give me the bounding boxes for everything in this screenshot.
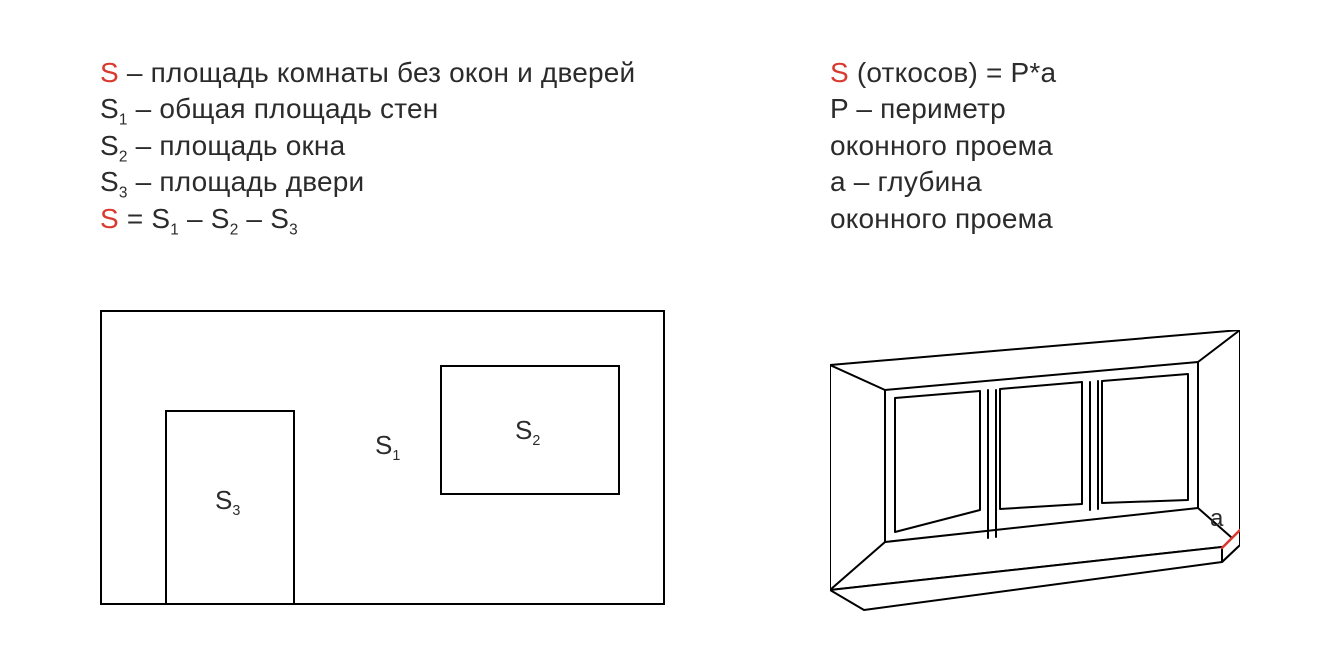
formula-eq: = <box>119 203 152 234</box>
sub-1: 1 <box>119 112 128 129</box>
symbol-s1: S <box>100 93 119 124</box>
legend-line-s3: S3 – площадь двери <box>100 164 750 200</box>
sub-2: 2 <box>119 148 128 165</box>
legend-line-p: P – периметр <box>830 91 1250 127</box>
left-legend-block: S – площадь комнаты без окон и дверей S1… <box>100 55 750 237</box>
formula-lhs: S <box>100 203 119 234</box>
legend-line-s2: S2 – площадь окна <box>100 128 750 164</box>
formula-t1: S <box>151 203 170 234</box>
symbol-s2: S <box>100 130 119 161</box>
label-s1: S1 <box>375 430 400 461</box>
symbol-s-reveal: S <box>830 57 849 88</box>
legend-line-a: a – глубина <box>830 164 1250 200</box>
legend-line-s1: S1 – общая площадь стен <box>100 91 750 127</box>
window-3d-svg <box>830 330 1240 620</box>
legend-formula: S = S1 – S2 – S3 <box>100 201 750 237</box>
formula-s3: 3 <box>289 221 298 238</box>
label-s2-sub: 2 <box>532 433 540 449</box>
right-legend-block: S (откосов) = P*a P – периметр оконного … <box>830 55 1250 237</box>
legend-text: – общая площадь стен <box>128 93 439 124</box>
label-s3-sub: 3 <box>232 503 240 519</box>
label-s2-sym: S <box>515 415 532 445</box>
window-3d-diagram: a <box>830 330 1240 620</box>
label-s3-sym: S <box>215 485 232 515</box>
symbol-s: S <box>100 57 119 88</box>
label-s1-sym: S <box>375 430 392 460</box>
label-s2: S2 <box>515 415 540 446</box>
formula-m2: – <box>238 203 270 234</box>
legend-text: – площадь окна <box>128 130 346 161</box>
legend-text: – площадь двери <box>128 166 365 197</box>
sub-3: 3 <box>119 185 128 202</box>
legend-line-a2: оконного проема <box>830 201 1250 237</box>
formula-t3: S <box>270 203 289 234</box>
legend-text: (откосов) = P*a <box>849 57 1056 88</box>
legend-line-s: S – площадь комнаты без окон и дверей <box>100 55 750 91</box>
legend-line-p2: оконного проема <box>830 128 1250 164</box>
label-s1-sub: 1 <box>392 448 400 464</box>
formula-s1: 1 <box>170 221 179 238</box>
legend-text: – площадь комнаты без окон и дверей <box>119 57 636 88</box>
formula-t2: S <box>211 203 230 234</box>
legend-line-reveal-formula: S (откосов) = P*a <box>830 55 1250 91</box>
wall-elevation-diagram: S3 S1 S2 <box>100 310 665 605</box>
label-a: a <box>1210 505 1223 533</box>
formula-m1: – <box>179 203 211 234</box>
symbol-s3: S <box>100 166 119 197</box>
label-s3: S3 <box>215 485 240 516</box>
